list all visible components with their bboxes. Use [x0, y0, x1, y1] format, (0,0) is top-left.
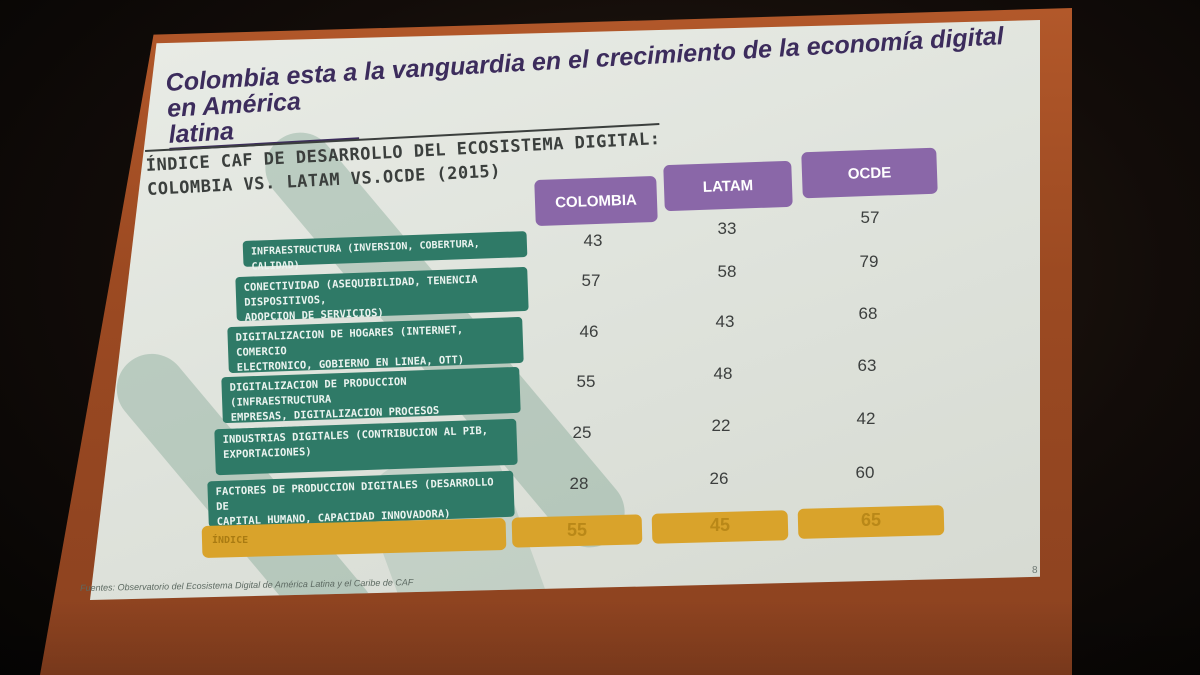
column-header-colombia: COLOMBIA [534, 175, 658, 227]
index-row-label: ÍNDICE [212, 535, 249, 546]
value-ocde-infraestructura: 57 [860, 208, 880, 227]
index-value-latam: 45 [709, 515, 731, 535]
slide-page-number: 8 [1032, 565, 1038, 576]
value-latam-infraestructura: 33 [717, 219, 737, 238]
value-ocde-conectividad: 79 [859, 252, 879, 271]
value-colombia-factores: 28 [569, 474, 589, 493]
value-latam-industrias: 22 [711, 416, 731, 435]
value-latam-hogares: 43 [715, 312, 735, 331]
value-colombia-hogares: 46 [579, 322, 599, 341]
value-colombia-infraestructura: 43 [583, 231, 603, 250]
value-latam-produccion: 48 [713, 364, 733, 383]
index-value-colombia: 55 [566, 520, 588, 540]
value-colombia-conectividad: 57 [581, 271, 601, 290]
index-value-ocde: 65 [860, 510, 882, 530]
value-ocde-hogares: 68 [858, 304, 878, 323]
value-ocde-produccion: 63 [857, 356, 877, 375]
floor-shadow [0, 600, 1200, 675]
column-header-latam: LATAM [663, 160, 793, 212]
value-latam-factores: 26 [709, 469, 729, 488]
value-latam-conectividad: 58 [717, 262, 737, 281]
value-colombia-produccion: 55 [576, 372, 596, 391]
column-header-ocde: OCDE [801, 147, 938, 199]
value-ocde-industrias: 42 [856, 409, 876, 428]
value-ocde-factores: 60 [855, 463, 875, 482]
value-colombia-industrias: 25 [572, 423, 592, 442]
